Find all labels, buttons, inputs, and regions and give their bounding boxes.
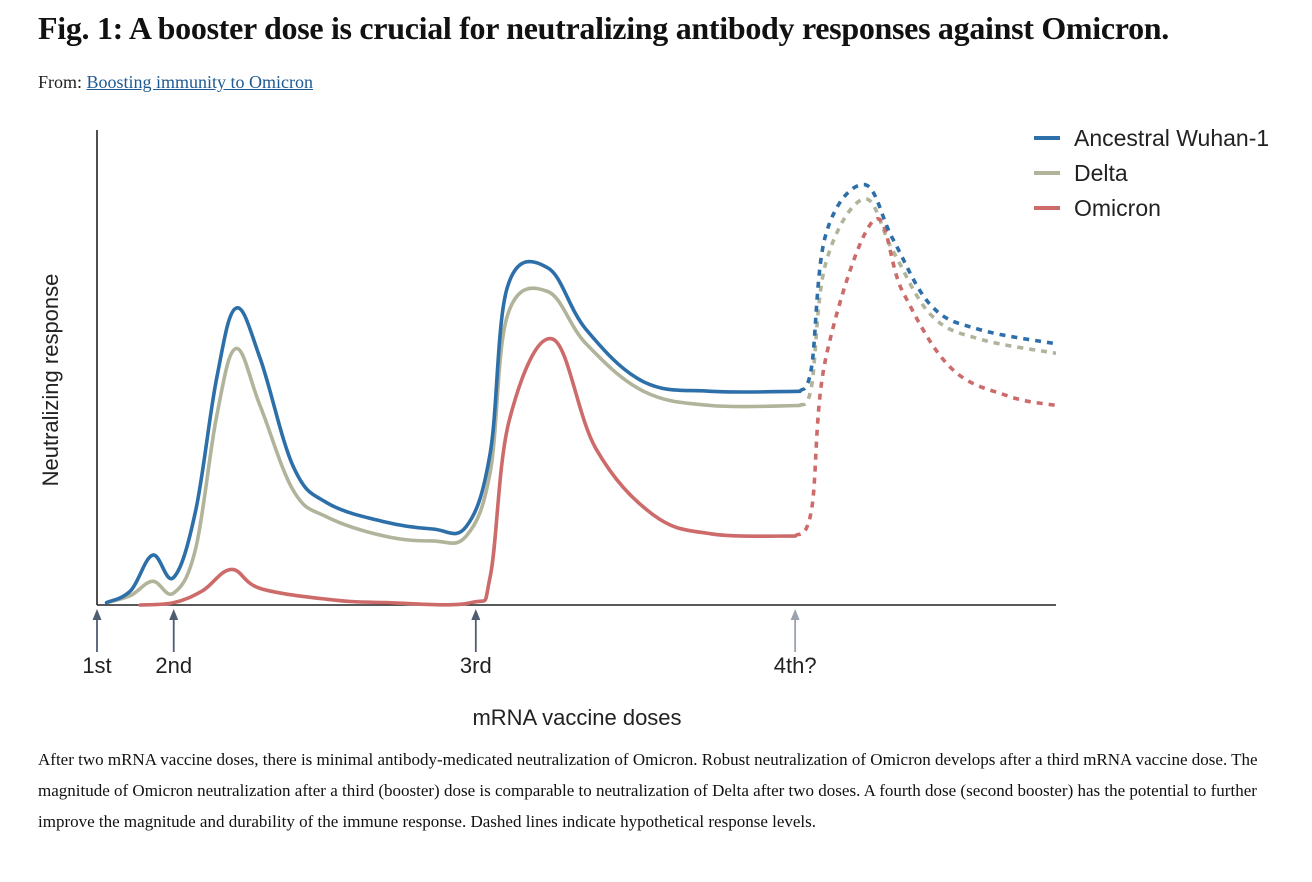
legend-item-omicron: Omicron [1034,195,1161,221]
series-layer [104,182,1057,607]
dose-marker-2nd: 2nd [155,609,192,678]
dose-marker-1st: 1st [82,609,112,678]
dose-label: 4th? [774,653,817,678]
legend-label: Ancestral Wuhan-1 [1074,125,1269,151]
source-line: From: Boosting immunity to Omicron [38,72,313,93]
dose-arrow-head-icon [471,609,481,620]
dose-arrow-head-icon [92,609,102,620]
series-line-ancestral-wuhan-1 [104,259,802,605]
series-line-hypothetical-ancestral-wuhan-1 [798,182,1057,393]
series-line-hypothetical-delta [798,197,1057,407]
source-link[interactable]: Boosting immunity to Omicron [86,72,314,92]
x-axis-label: mRNA vaccine doses [472,705,681,730]
dose-marker-4th: 4th? [774,609,817,678]
dose-arrow-head-icon [790,609,800,620]
series-line-hypothetical-omicron [793,216,1057,538]
dose-label: 2nd [155,653,192,678]
legend: Ancestral Wuhan-1 Delta Omicron [1034,125,1269,221]
figure-title: Fig. 1: A booster dose is crucial for ne… [38,10,1169,46]
dose-arrow-head-icon [169,609,179,620]
y-axis-label: Neutralizing response [38,274,63,487]
dose-label: 3rd [460,653,492,678]
series-line-delta [104,286,802,605]
legend-item-ancestral-wuhan-1: Ancestral Wuhan-1 [1034,125,1269,151]
dose-label: 1st [82,653,111,678]
legend-label: Delta [1074,160,1128,186]
dose-marker-3rd: 3rd [460,609,492,678]
dose-markers: 1st 2nd 3rd 4th? [82,609,817,678]
series-line-omicron [138,336,797,607]
line-chart: Neutralizing response mRNA vaccine doses… [38,125,1269,730]
figure-caption: After two mRNA vaccine doses, there is m… [38,750,1258,831]
legend-item-delta: Delta [1034,160,1128,186]
legend-label: Omicron [1074,195,1161,221]
source-prefix: From: [38,72,87,92]
